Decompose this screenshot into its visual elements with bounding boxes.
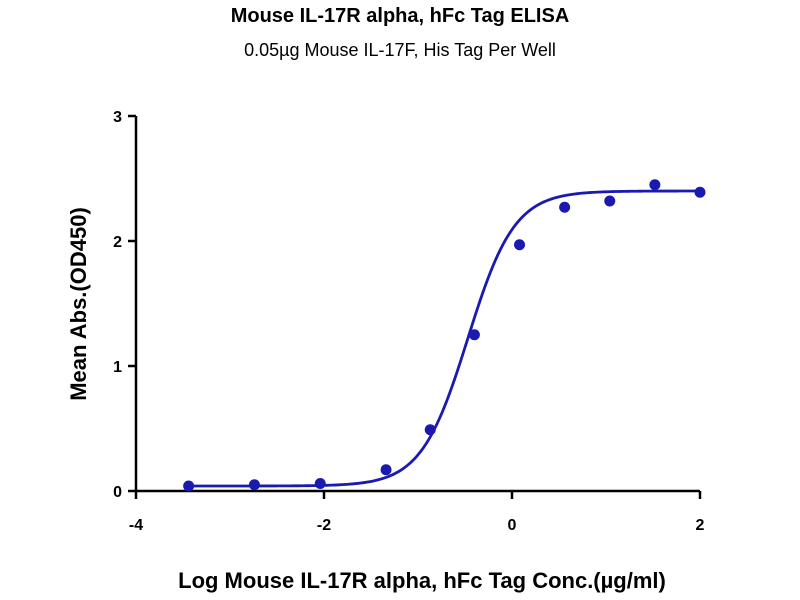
y-tick-label: 0 <box>113 484 122 501</box>
y-axis-label: Mean Abs.(OD450) <box>66 207 91 401</box>
y-tick-label: 2 <box>113 234 122 251</box>
data-point <box>649 179 661 191</box>
x-tick-label: -2 <box>317 517 331 534</box>
data-point <box>514 239 526 251</box>
data-point <box>604 195 616 207</box>
y-tick-label: 1 <box>113 359 122 376</box>
chart-subtitle: 0.05µg Mouse IL-17F, His Tag Per Well <box>244 40 556 60</box>
x-ticks: -4 -2 0 2 <box>129 491 705 534</box>
data-point <box>248 479 260 491</box>
chart-title: Mouse IL-17R alpha, hFc Tag ELISA <box>231 5 570 27</box>
x-tick-label: 0 <box>508 517 517 534</box>
data-point <box>694 186 706 198</box>
data-point <box>468 329 480 341</box>
y-tick-label: 3 <box>113 109 122 126</box>
x-tick-label: 2 <box>696 517 705 534</box>
data-point <box>559 201 571 213</box>
x-axis-label: Log Mouse IL-17R alpha, hFc Tag Conc.(µg… <box>178 568 666 593</box>
data-point <box>424 424 436 436</box>
axes <box>134 116 700 493</box>
data-point <box>183 480 195 492</box>
fit-curve <box>188 189 701 488</box>
data-point <box>380 464 392 476</box>
x-tick-label: -4 <box>129 517 143 534</box>
data-points <box>183 179 706 492</box>
y-ticks: 0 1 2 3 <box>113 109 136 501</box>
data-point <box>314 478 326 489</box>
